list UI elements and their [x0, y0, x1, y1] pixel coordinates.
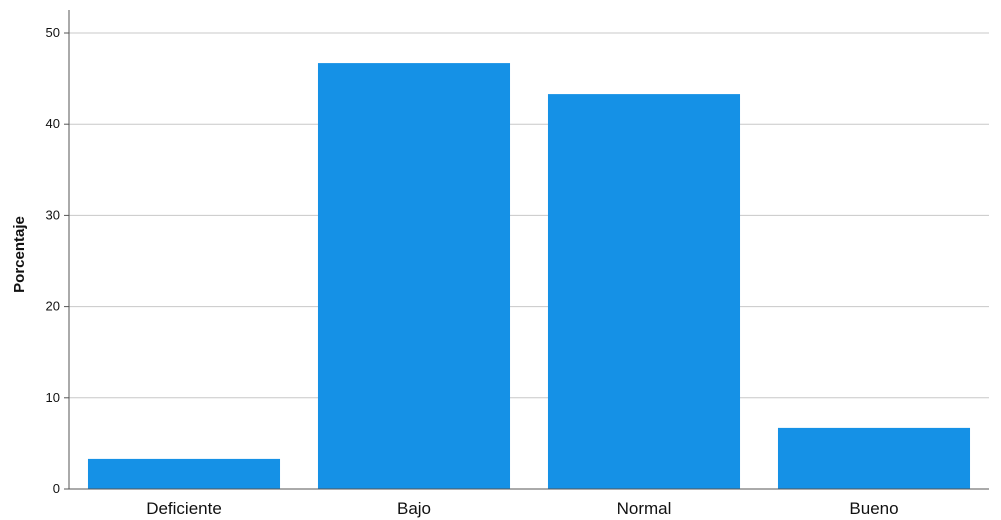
- bar-bajo: [317, 63, 511, 489]
- y-tick-labels: 0 10 20 30 40 50: [46, 25, 60, 496]
- bar-bueno: [777, 427, 971, 489]
- grid-lines: [64, 32, 989, 490]
- x-tick-label: Bajo: [397, 499, 431, 518]
- x-tick-label: Normal: [617, 499, 672, 518]
- y-tick-label: 10: [46, 390, 60, 405]
- bar-normal: [547, 94, 741, 489]
- x-tick-label: Bueno: [849, 499, 898, 518]
- bars: [87, 63, 971, 489]
- y-tick-label: 20: [46, 299, 60, 314]
- bar-deficiente: [87, 458, 281, 489]
- x-tick-labels: Deficiente Bajo Normal Bueno: [146, 499, 898, 518]
- y-tick-label: 50: [46, 25, 60, 40]
- y-tick-label: 30: [46, 207, 60, 222]
- y-tick-label: 40: [46, 116, 60, 131]
- x-tick-label: Deficiente: [146, 499, 222, 518]
- y-axis-title: Porcentaje: [11, 216, 28, 293]
- axes: [68, 10, 989, 490]
- y-tick-label: 0: [53, 481, 60, 496]
